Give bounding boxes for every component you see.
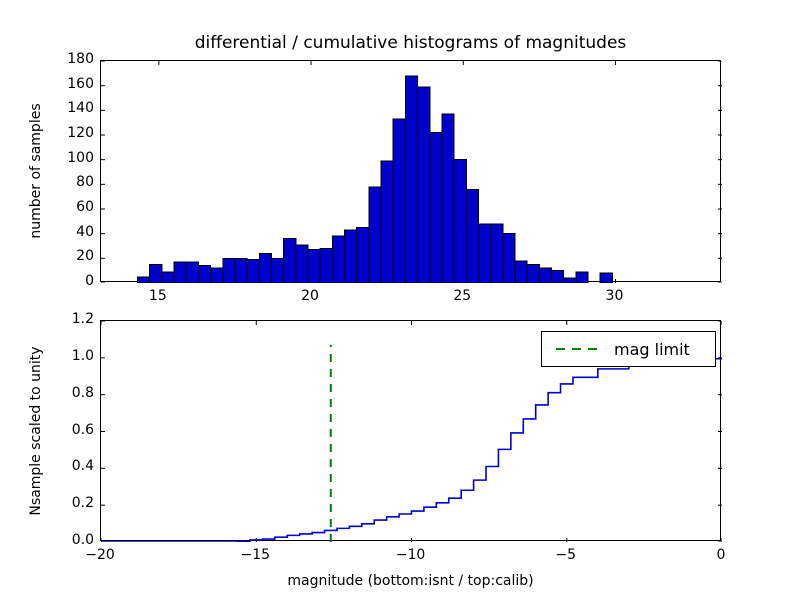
histogram-bar [137,276,151,283]
histogram-bar [210,267,224,283]
histogram-bar [441,113,455,283]
bottom-ytick-label: 0.0 [71,532,94,548]
top-plot-canvas [101,61,722,283]
histogram-bar [149,264,163,283]
cumulative-curve [101,357,722,542]
top-xtick-label: 20 [301,288,319,304]
bottom-xtick-label: −15 [240,547,271,563]
bottom-xaxis-label: magnitude (bottom:isnt / top:calib) [287,573,534,589]
legend-swatch-mag-limit [556,348,600,350]
histogram-bar [161,271,175,283]
histogram-bar [490,223,504,283]
bottom-yaxis-label: Nsample scaled to unity [28,345,44,516]
histogram-bar [538,267,553,283]
legend-label-mag-limit: mag limit [614,340,690,359]
histogram-bar [185,261,199,283]
top-ytick-label: 80 [76,174,94,191]
histogram-bar [465,188,479,283]
histogram-bar [453,159,467,283]
legend: mag limit [541,331,716,367]
bottom-ytick-label: 0.2 [71,495,94,512]
top-ytick-label: 180 [67,51,94,67]
top-ytick-label: 160 [67,75,94,92]
histogram-bar [575,271,589,283]
top-yaxis-label: number of samples [28,103,44,239]
histogram-bar [502,233,516,283]
top-ytick-label: 60 [76,199,94,215]
histogram-bar [599,272,613,283]
histogram-bar [392,118,406,283]
histogram-bar [295,244,309,283]
bottom-ytick-label: 0.8 [71,384,94,401]
histogram-bar [477,223,492,283]
histogram-bar [173,261,187,283]
top-xtick-label: 30 [605,288,624,304]
histogram-bar [563,277,577,283]
bottom-xtick-label: 0 [716,547,726,563]
top-ytick-label: 100 [67,149,94,166]
histogram-bar [222,257,236,283]
histogram-bar [331,235,346,283]
histogram-bar [283,238,297,283]
histogram-bar [356,227,370,283]
top-ytick-label: 140 [67,100,94,117]
top-ytick-label: 40 [76,223,94,240]
top-ytick-label: 20 [76,248,94,265]
top-xtick-label: 15 [148,288,167,304]
histogram-bar [514,260,528,283]
histogram-bar [234,257,248,283]
bottom-xtick-label: −20 [85,547,115,563]
histogram-bar [368,186,382,283]
top-ytick-label: 120 [67,125,94,141]
top-ytick-label: 0 [85,273,94,289]
bottom-ytick-label: 0.6 [71,421,94,438]
top-xtick-label: 25 [453,288,472,304]
bottom-ytick-label: 1.0 [71,347,94,364]
histogram-bar [246,259,260,283]
figure-title: differential / cumulative histograms of … [194,33,627,53]
histogram-bar [258,252,272,283]
histogram-bar [380,160,394,283]
histogram-bar [404,75,419,283]
bottom-xtick-label: −5 [555,547,577,563]
histogram-bar [417,86,431,283]
histogram-bar [551,270,565,283]
bottom-ytick-label: 1.2 [71,311,94,327]
histogram-bar [526,264,540,283]
histogram-bar [319,247,333,283]
histogram-bars [137,75,613,283]
histogram-bar [307,249,321,283]
histogram-bar [429,132,443,283]
top-axes-differential-histogram [100,60,722,283]
histogram-bar [197,265,212,283]
bottom-xtick-label: −10 [395,547,426,563]
bottom-ytick-label: 0.4 [71,458,94,475]
histogram-bar [270,257,285,283]
bottom-plot-canvas [101,321,722,542]
histogram-bar [344,229,358,283]
